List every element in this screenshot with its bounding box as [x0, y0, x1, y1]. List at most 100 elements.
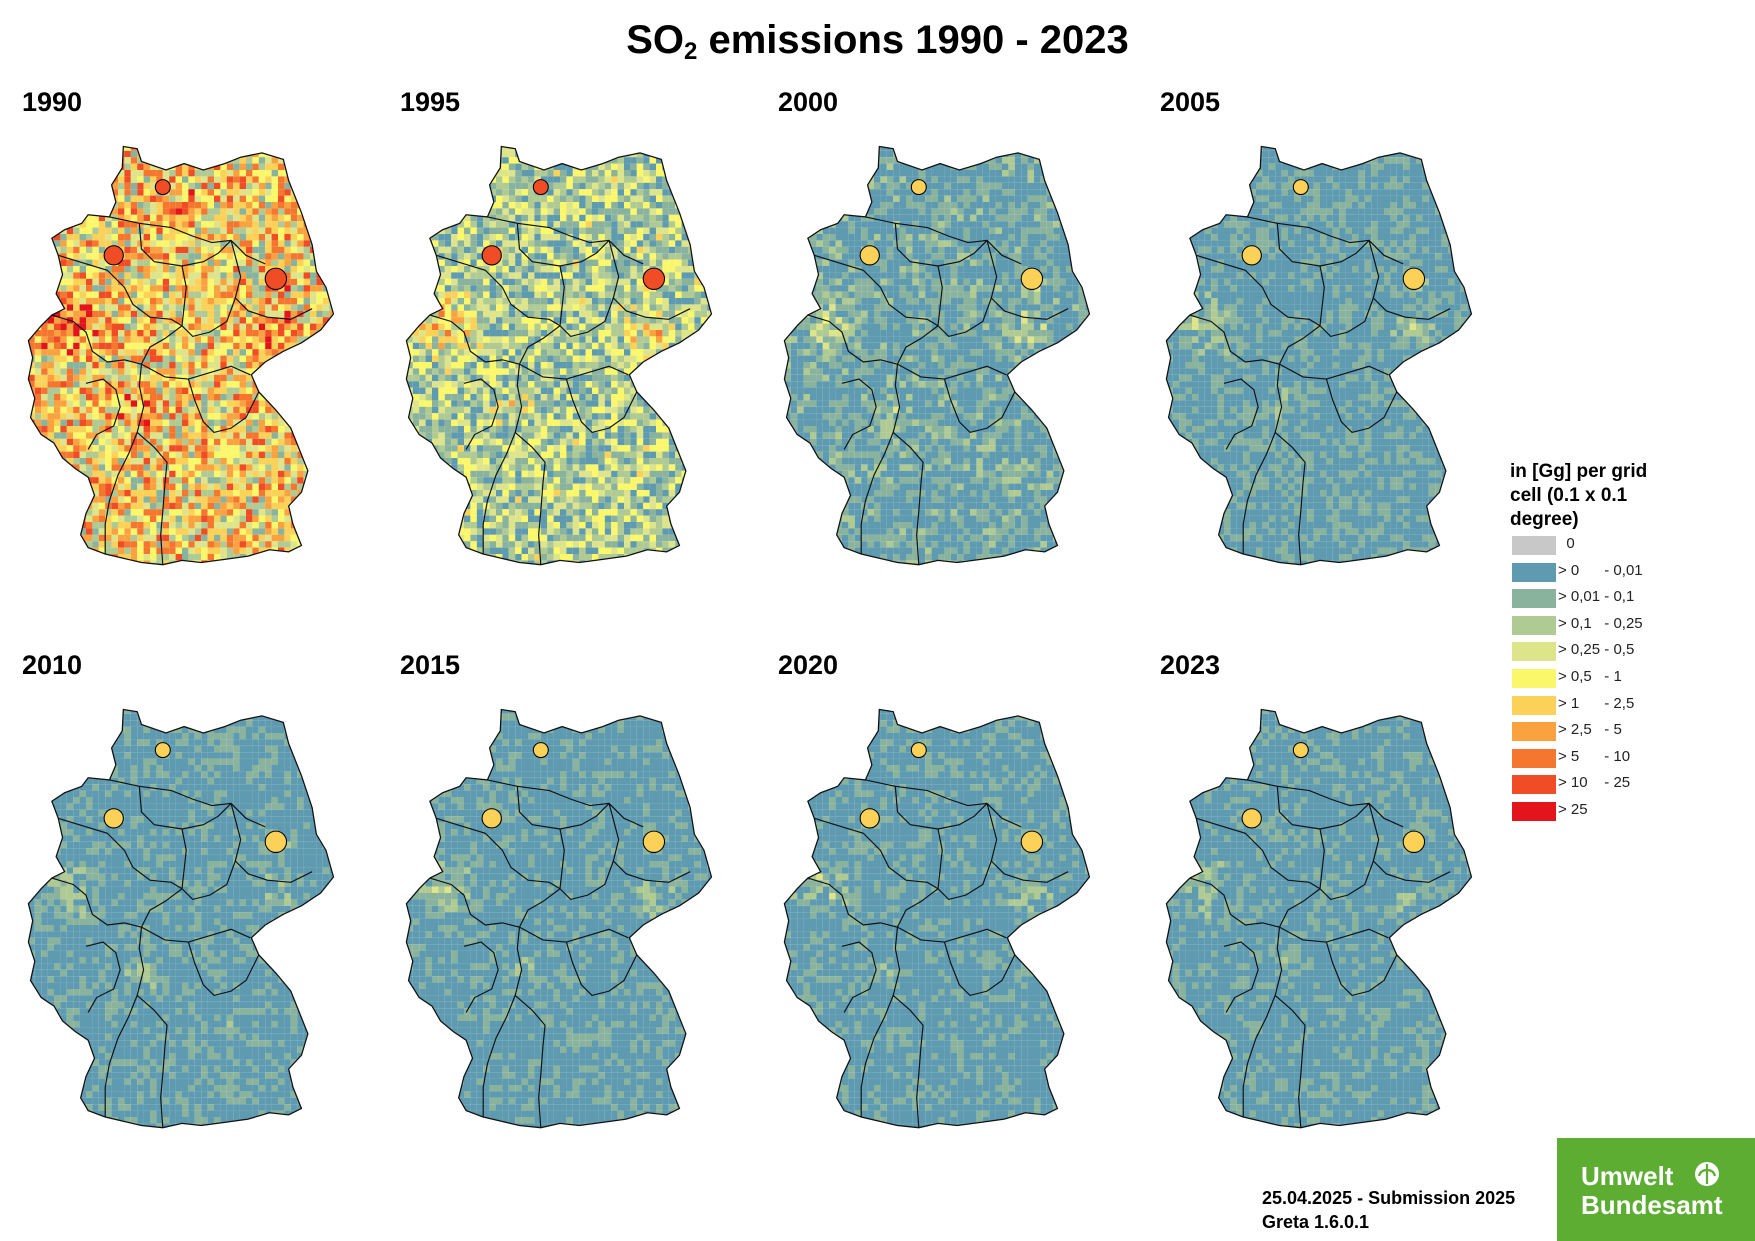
grid-cells [406, 709, 712, 1128]
city-area-1 [1241, 245, 1262, 266]
state-border-0 [865, 216, 1022, 265]
city-area-0 [532, 742, 549, 759]
legend-label: > 5 - 10 [1558, 748, 1630, 765]
legend-swatch [1512, 562, 1556, 582]
state-border-9 [519, 926, 629, 943]
legend-item: 0 [1510, 532, 1710, 559]
city-area-0 [532, 179, 549, 196]
city-area-0 [1292, 179, 1309, 196]
legend-items: 0 > 0 - 0,01 > 0,01 - 0,1 > 0,1 - 0,25 > 0,2… [1510, 532, 1710, 825]
city-area-0 [154, 742, 171, 759]
state-border-5 [1189, 314, 1280, 365]
state-border-0 [1247, 779, 1404, 828]
state-border-11 [943, 378, 1016, 434]
country-outline [1165, 708, 1473, 1129]
country-outline [405, 708, 713, 1129]
map-panel-2023: 2023 [1160, 650, 1520, 1190]
map-panel-2000: 2000 [778, 87, 1138, 627]
state-border-2 [230, 240, 313, 320]
city-area-2 [1402, 830, 1426, 853]
city-area-2 [642, 267, 666, 290]
state-border-8 [1242, 364, 1283, 554]
chart-title: SO2 emissions 1990 - 2023 [0, 18, 1755, 66]
legend-item: > 25 [1510, 798, 1710, 825]
panel-year-label: 2010 [22, 650, 82, 681]
emission-map-2010 [27, 708, 335, 1129]
title-main: SO [626, 18, 684, 62]
state-border-11 [943, 941, 1016, 997]
legend-label: > 0,25 - 0,5 [1558, 641, 1634, 658]
state-border-10 [514, 994, 546, 1128]
state-border-2 [986, 240, 1069, 320]
legend-label: > 1 - 2,5 [1558, 695, 1634, 712]
legend-item: > 1 - 2,5 [1510, 692, 1710, 719]
city-area-2 [264, 267, 288, 290]
city-area-2 [1402, 267, 1426, 290]
state-border-5 [51, 314, 142, 365]
logo-line1: Umwelt [1581, 1161, 1673, 1192]
country-outline [27, 708, 335, 1129]
state-border-3 [436, 817, 561, 890]
state-border-7 [463, 378, 499, 450]
emission-map-2015 [405, 708, 713, 1129]
grid-cells [784, 709, 1090, 1128]
state-border-6 [896, 888, 939, 928]
city-area-1 [1241, 808, 1262, 829]
state-border-4 [559, 265, 614, 338]
country-outline [27, 145, 335, 566]
city-area-1 [859, 808, 880, 829]
legend-item: > 10 - 25 [1510, 771, 1710, 798]
state-border-6 [518, 325, 561, 365]
title-subscript: 2 [684, 38, 697, 65]
panel-year-label: 2020 [778, 650, 838, 681]
logo-tree-icon [1695, 1162, 1719, 1186]
state-border-6 [518, 888, 561, 928]
city-area-1 [481, 808, 502, 829]
grid-cells [28, 146, 334, 565]
legend-label: > 0,01 - 0,1 [1558, 588, 1634, 605]
legend-swatch [1512, 722, 1556, 742]
state-border-4 [181, 265, 236, 338]
state-border-0 [487, 216, 644, 265]
panel-year-label: 2000 [778, 87, 838, 118]
state-border-6 [896, 325, 939, 365]
city-area-1 [103, 808, 124, 829]
state-border-8 [860, 927, 901, 1117]
state-border-9 [1279, 926, 1389, 943]
panel-year-label: 2023 [1160, 650, 1220, 681]
state-border-0 [865, 779, 1022, 828]
emission-map-1990 [27, 145, 335, 566]
state-border-7 [1223, 378, 1259, 450]
state-border-2 [1368, 240, 1451, 320]
state-border-11 [187, 941, 260, 997]
legend-label: > 0,5 - 1 [1558, 668, 1622, 685]
state-border-5 [1189, 877, 1280, 928]
grid-cells [406, 146, 712, 565]
country-outline [783, 708, 1091, 1129]
map-panel-2005: 2005 [1160, 87, 1520, 627]
state-border-3 [58, 254, 183, 327]
state-border-3 [1196, 254, 1321, 327]
legend-swatch [1512, 642, 1556, 662]
legend-swatch [1512, 615, 1556, 635]
state-border-9 [141, 363, 251, 380]
legend-title: in [Gg] per grid cell (0.1 x 0.1 degree) [1510, 460, 1670, 532]
state-border-2 [986, 803, 1069, 883]
city-area-2 [264, 830, 288, 853]
state-border-2 [1368, 803, 1451, 883]
state-border-10 [514, 431, 546, 565]
legend-swatch [1512, 695, 1556, 715]
state-border-9 [519, 363, 629, 380]
state-border-6 [140, 888, 183, 928]
city-area-0 [910, 179, 927, 196]
state-border-6 [1278, 888, 1321, 928]
panel-year-label: 1995 [400, 87, 460, 118]
state-border-0 [109, 779, 266, 828]
legend-label: > 0 - 0,01 [1558, 562, 1643, 579]
state-border-10 [892, 431, 924, 565]
grid-cells [784, 146, 1090, 565]
state-border-5 [807, 877, 898, 928]
state-border-8 [1242, 927, 1283, 1117]
state-border-3 [814, 817, 939, 890]
city-area-0 [910, 742, 927, 759]
